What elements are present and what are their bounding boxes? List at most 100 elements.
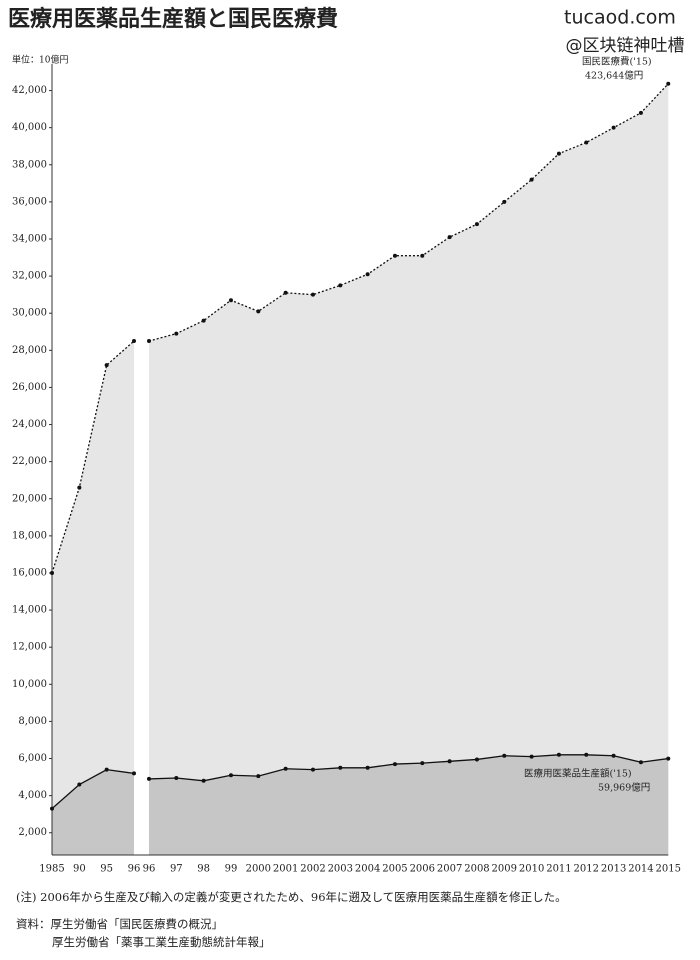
data-point <box>228 298 233 303</box>
watermark: @区块链神吐槽 <box>566 36 685 56</box>
data-point <box>283 766 288 771</box>
x-tick-label: 2000 <box>246 864 271 875</box>
data-point <box>420 253 425 258</box>
watermark: tucaod.com <box>564 7 676 29</box>
y-tick-label: 8,000 <box>18 716 47 727</box>
y-tick-label: 34,000 <box>12 233 47 244</box>
data-point <box>256 774 261 779</box>
y-tick-label: 14,000 <box>12 605 47 616</box>
data-point <box>174 775 179 780</box>
data-point <box>77 782 82 787</box>
area-fill <box>148 754 669 855</box>
x-tick-label: 98 <box>197 864 210 875</box>
data-point <box>529 754 534 759</box>
x-tick-label: 90 <box>73 864 86 875</box>
x-tick-label: 2001 <box>273 864 298 875</box>
data-point <box>556 752 561 757</box>
data-point <box>174 331 179 336</box>
y-tick-label: 28,000 <box>12 345 47 356</box>
data-point <box>502 753 507 758</box>
data-point <box>474 757 479 762</box>
data-point <box>104 363 109 368</box>
x-tick-label: 95 <box>100 864 113 875</box>
plot-area: 2,000 4,000 6,000 8,000 10,000 12,000 14,000 16… <box>12 64 681 875</box>
note: 厚生労働省「薬事工業生産動態統計年報」 <box>52 935 271 949</box>
x-tick-label: 2003 <box>328 864 353 875</box>
data-point <box>131 771 136 776</box>
data-point <box>447 759 452 764</box>
x-tick-label: 2011 <box>546 864 571 875</box>
y-tick-label: 2,000 <box>18 827 47 838</box>
data-point <box>256 309 261 314</box>
note: (注) 2006年から生産及び輸入の定義が変更されたため、96年に遡及して医療用… <box>16 890 567 904</box>
x-tick-label: 2013 <box>601 864 626 875</box>
data-point <box>146 776 151 781</box>
data-point <box>365 765 370 770</box>
x-tick-label: 2005 <box>382 864 407 875</box>
data-point <box>77 485 82 490</box>
x-tick-label: 97 <box>170 864 183 875</box>
x-tick-label: 2012 <box>574 864 599 875</box>
data-point <box>283 290 288 295</box>
data-point <box>50 806 54 811</box>
y-tick-label: 26,000 <box>12 382 47 393</box>
y-tick-label: 18,000 <box>12 530 47 541</box>
x-tick-label: 96 <box>143 864 156 875</box>
x-tick-label: 2007 <box>437 864 462 875</box>
data-point <box>556 151 561 156</box>
y-tick-label: 40,000 <box>12 122 47 133</box>
y-tick-label: 42,000 <box>12 85 47 96</box>
data-point <box>228 773 233 778</box>
data-point <box>338 765 343 770</box>
y-tick-label: 24,000 <box>12 419 47 430</box>
data-point <box>584 752 589 757</box>
data-point <box>201 318 206 323</box>
x-tick-label: 2010 <box>519 864 544 875</box>
y-tick-label: 16,000 <box>12 567 47 578</box>
x-tick-label: 2014 <box>628 864 653 875</box>
chart-title: 医療用医薬品生産額と国民医療費 <box>8 6 338 32</box>
x-tick-label: 2015 <box>656 864 681 875</box>
annotation: 423,644億円 <box>585 70 643 82</box>
unit-label: 単位：10億円 <box>12 54 68 66</box>
y-tick-label: 36,000 <box>12 196 47 207</box>
y-tick-label: 20,000 <box>12 493 47 504</box>
series-line <box>51 754 669 810</box>
data-point <box>584 140 589 145</box>
data-point <box>104 767 109 772</box>
x-tick-label: 99 <box>225 864 238 875</box>
data-point <box>611 753 616 758</box>
annotation: 国民医療費('15) <box>582 56 652 68</box>
data-point <box>666 81 671 86</box>
series-line <box>51 83 669 574</box>
data-point <box>666 756 671 761</box>
data-point <box>392 762 397 767</box>
data-point <box>338 283 343 288</box>
data-point <box>201 778 206 783</box>
data-point <box>447 235 452 240</box>
x-tick-label: 2008 <box>464 864 489 875</box>
area-fill <box>148 83 669 856</box>
data-point <box>638 760 643 765</box>
y-tick-label: 32,000 <box>12 271 47 282</box>
x-tick-label: 2009 <box>492 864 517 875</box>
annotation: 医療用医薬品生産額('15) <box>524 768 632 780</box>
data-point <box>638 110 643 115</box>
data-point <box>310 292 315 297</box>
x-tick-label: 96 <box>128 864 141 875</box>
data-point <box>611 125 616 130</box>
y-tick-label: 4,000 <box>18 790 47 801</box>
x-tick-label: 2006 <box>410 864 435 875</box>
y-tick-label: 6,000 <box>18 753 47 764</box>
area-fill <box>52 341 134 855</box>
data-point <box>502 199 507 204</box>
y-tick-label: 12,000 <box>12 642 47 653</box>
note: 資料：厚生労働省「国民医療費の概況」 <box>16 917 223 931</box>
data-point <box>50 570 54 575</box>
data-point <box>474 222 479 227</box>
x-tick-label: 2004 <box>355 864 380 875</box>
y-tick-label: 22,000 <box>12 456 47 467</box>
data-point <box>310 767 315 772</box>
y-tick-label: 30,000 <box>12 308 47 319</box>
